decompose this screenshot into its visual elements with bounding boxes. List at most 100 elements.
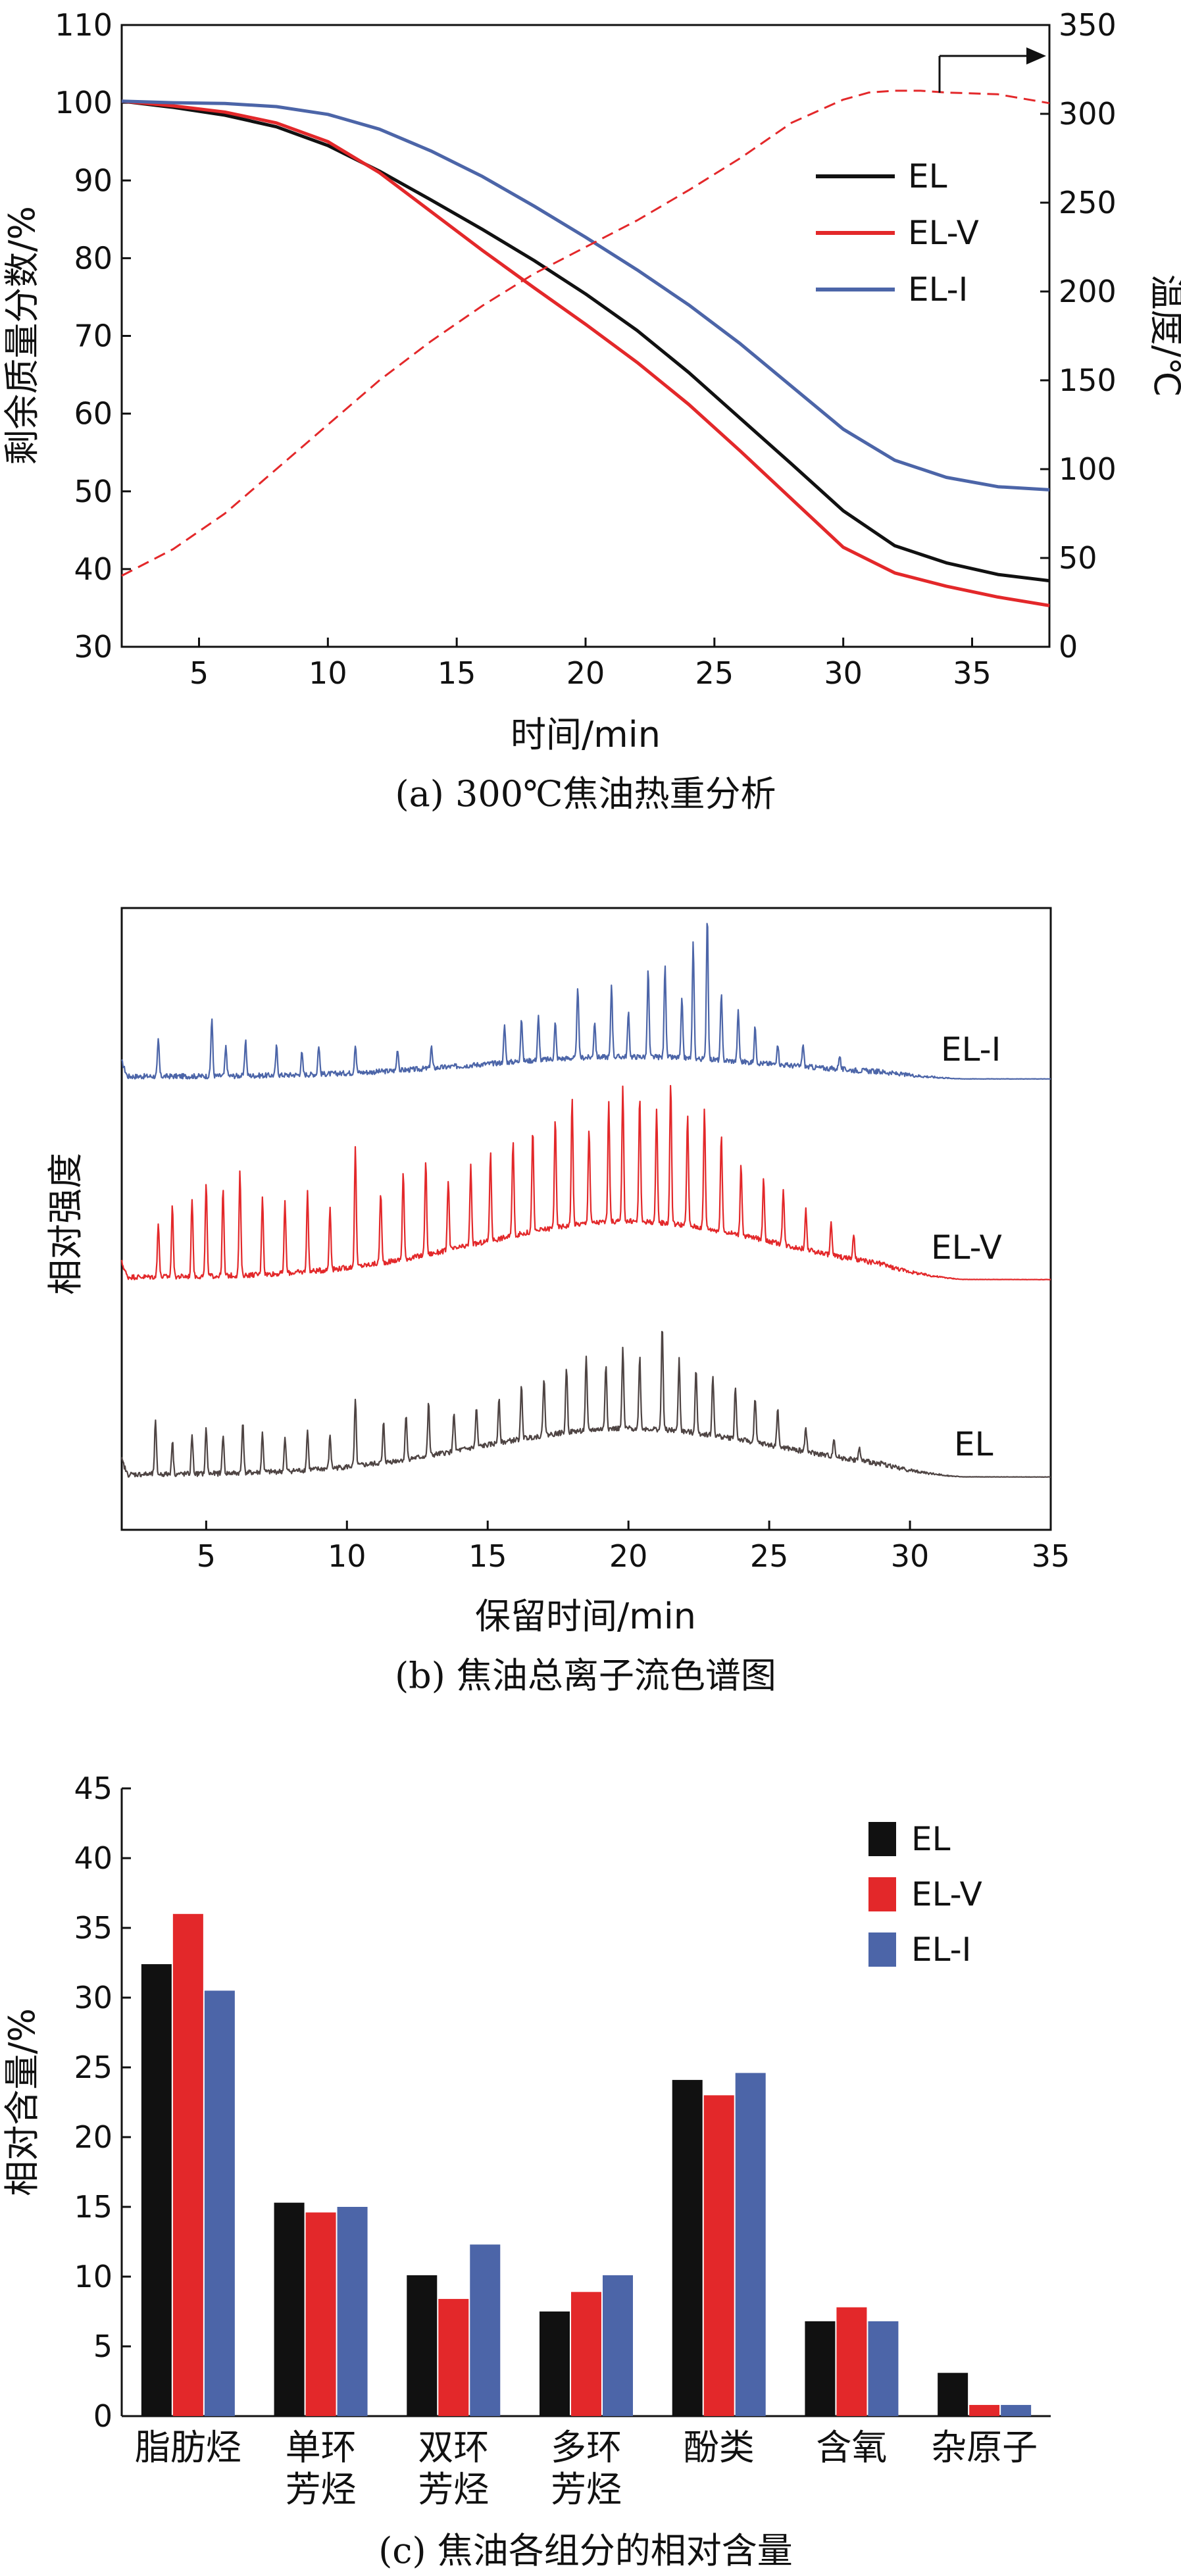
x-tick-label: 5 (197, 1538, 216, 1574)
bar-el-v (571, 2292, 601, 2416)
y-tick-label: 40 (74, 1840, 113, 1876)
x-tick-label: 5 (189, 655, 209, 691)
chromatogram-lines (120, 922, 1051, 1478)
y-tick-label: 5 (93, 2329, 113, 2364)
tga-legend: EL EL-V EL-I (816, 157, 979, 309)
x-tick-label: 30 (891, 1538, 930, 1574)
y-right-tick-label: 50 (1059, 540, 1097, 576)
y-tick-label: 35 (74, 1910, 113, 1946)
bar-el (540, 2311, 570, 2416)
legend-label-el-i: EL-I (908, 270, 968, 309)
y-right-tick-label: 150 (1059, 363, 1117, 398)
bar-el-v (703, 2095, 734, 2416)
x-tick-label: 35 (1032, 1538, 1070, 1574)
x-tick-label: 20 (566, 655, 605, 691)
bar-y-label: 相对含量/% (1, 2008, 43, 2196)
x-tick-label: 10 (309, 655, 347, 691)
chromatogram-chart: 5 10 15 20 25 30 35 EL-I EL-V EL 相对强度 保留时间/min (… (45, 907, 1070, 1696)
x-tick-label: 25 (695, 655, 734, 691)
bar-el (938, 2373, 968, 2416)
y-tick-label: 90 (74, 163, 113, 198)
bar-el-i (1001, 2405, 1032, 2416)
chromatogram-y-label: 相对强度 (45, 1153, 86, 1295)
bar-el-v (172, 1913, 203, 2416)
bar-el-i (735, 2073, 766, 2416)
legend-swatch-el-i (868, 1932, 896, 1967)
tga-caption: (a) 300℃焦油热重分析 (395, 773, 776, 815)
x-tick-label: 15 (468, 1538, 507, 1574)
tga-lines (121, 89, 1050, 607)
bar-ticks: 0 5 10 15 20 25 30 35 40 45 (74, 1771, 131, 2434)
series-label-el-i: EL-I (941, 1030, 1001, 1069)
bar-el (805, 2321, 836, 2416)
chromatogram-trace-el (120, 1330, 1051, 1478)
chromatogram-trace-el-v (120, 1084, 1051, 1281)
tga-y-label: 剩余质量分数/% (1, 206, 43, 465)
y-right-tick-label: 300 (1059, 96, 1117, 132)
y-tick-label: 30 (74, 629, 113, 665)
category-label: 双环 (418, 2427, 489, 2468)
x-tick-label: 10 (328, 1538, 366, 1574)
y-tick-label: 70 (74, 318, 113, 354)
y-right-tick-label: 200 (1059, 274, 1117, 309)
category-label: 脂肪烃 (135, 2427, 241, 2468)
series-label-el: EL (954, 1425, 993, 1463)
category-label: 芳烃 (551, 2469, 622, 2510)
tga-chart: 5 10 15 20 25 30 35 30 40 50 60 70 80 90 100 110 0 50 100 1… (1, 7, 1181, 815)
category-label: 杂原子 (931, 2427, 1038, 2468)
y-tick-label: 50 (74, 474, 113, 509)
chromatogram-caption: (b) 焦油总离子流色谱图 (395, 1655, 776, 1696)
bar-marks (141, 1913, 1032, 2416)
legend-label-el-i: EL-I (911, 1931, 971, 1969)
bar-el (672, 2080, 703, 2416)
y-tick-label: 110 (55, 7, 113, 43)
category-label: 芳烃 (286, 2469, 357, 2510)
chromatogram-ticks: 5 10 15 20 25 30 35 (197, 1521, 1070, 1574)
bar-el (274, 2202, 305, 2416)
y-tick-label: 45 (74, 1771, 113, 1806)
right-axis-arrow (938, 47, 1046, 93)
bar-el-v (438, 2298, 469, 2416)
y-tick-label: 10 (74, 2259, 113, 2294)
tga-ticks: 5 10 15 20 25 30 35 30 40 50 60 70 80 90 100 110 0 50 100 1… (55, 7, 1117, 691)
bar-el (407, 2275, 438, 2416)
y-tick-label: 15 (74, 2189, 113, 2225)
x-tick-label: 25 (750, 1538, 789, 1574)
chromatogram-x-label: 保留时间/min (475, 1596, 696, 1637)
category-label: 芳烃 (418, 2469, 489, 2510)
x-tick-label: 20 (609, 1538, 648, 1574)
y-right-tick-label: 250 (1059, 185, 1117, 220)
bar-el-i (603, 2275, 633, 2416)
y-tick-label: 0 (93, 2398, 113, 2434)
legend-swatch-el (868, 1822, 896, 1856)
legend-label-el-v: EL-V (911, 1875, 982, 1913)
x-tick-label: 15 (438, 655, 476, 691)
arrow-head-icon (1026, 47, 1046, 64)
chromatogram-series-labels: EL-I EL-V EL (931, 1030, 1002, 1463)
category-label: 单环 (286, 2427, 357, 2468)
bar-el-v (969, 2405, 1000, 2416)
y-right-tick-label: 350 (1059, 7, 1117, 43)
y-tick-label: 60 (74, 396, 113, 432)
tga-x-label: 时间/min (511, 714, 661, 755)
x-tick-label: 35 (953, 655, 992, 691)
el-series-line (121, 99, 1050, 583)
category-label: 多环 (551, 2427, 622, 2468)
y-tick-label: 100 (55, 85, 113, 120)
bar-el-i (470, 2244, 501, 2416)
y-right-tick-label: 100 (1059, 451, 1117, 487)
series-label-el-v: EL-V (931, 1228, 1002, 1267)
bar-el-i (868, 2321, 899, 2416)
bar-el-v (836, 2307, 867, 2416)
el-v-series-line (121, 99, 1050, 607)
y-right-tick-label: 0 (1059, 629, 1078, 665)
category-label: 酚类 (684, 2427, 755, 2468)
legend-label-el-v: EL-V (908, 214, 979, 252)
tga-y-right-label: 温度/℃ (1146, 274, 1181, 397)
legend-swatch-el-v (868, 1877, 896, 1911)
bar-el-i (204, 1990, 235, 2416)
category-label: 含氧 (816, 2427, 887, 2468)
